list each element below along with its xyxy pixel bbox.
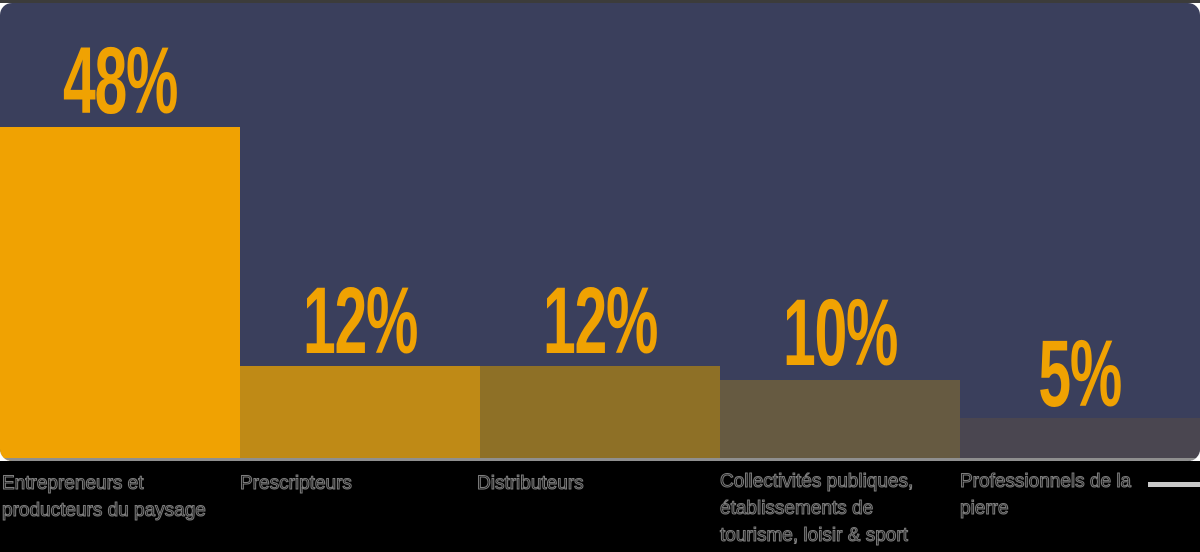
value-text: 12%	[542, 268, 658, 374]
category-line: établissements de	[720, 498, 874, 520]
highlight-artifact	[1148, 482, 1200, 487]
value-label-12-a: 12%	[240, 274, 480, 369]
bar-chart: 48% 12% 12% 10% 5%	[0, 3, 1200, 461]
value-text: 12%	[302, 268, 418, 374]
category-label-entrepreneurs: Entrepreneurs et producteurs du paysage	[2, 470, 240, 524]
bar-entrepreneurs	[0, 127, 240, 461]
category-label-professionnels: Professionnels de la pierre	[960, 468, 1198, 522]
value-label-12-b: 12%	[480, 274, 720, 369]
category-line: producteurs du paysage	[2, 500, 207, 522]
value-text: 10%	[782, 280, 898, 386]
value-label-48: 48%	[0, 34, 240, 129]
value-label-10: 10%	[720, 286, 960, 381]
value-text: 5%	[1038, 321, 1123, 427]
category-line: tourisme, loisir & sport	[720, 525, 909, 547]
bar-professionnels-pierre	[960, 418, 1200, 461]
value-label-5: 5%	[960, 327, 1200, 422]
category-line: Distributeurs	[477, 473, 585, 495]
category-label-prescripteurs: Prescripteurs	[240, 470, 478, 497]
bar-prescripteurs	[240, 366, 480, 461]
x-axis-baseline	[0, 458, 1200, 461]
value-text: 48%	[62, 28, 178, 134]
bar-collectivites	[720, 380, 960, 461]
top-edge-strip	[0, 0, 1200, 4]
category-line: Professionnels de la	[960, 471, 1132, 493]
category-line: pierre	[960, 498, 1010, 520]
category-line: Entrepreneurs et	[2, 473, 145, 495]
bar-distributeurs	[480, 366, 720, 461]
category-line: Prescripteurs	[240, 473, 353, 495]
category-line: Collectivités publiques,	[720, 471, 914, 493]
category-label-distributeurs: Distributeurs	[477, 470, 715, 497]
category-label-collectivites: Collectivités publiques, établissements …	[720, 468, 958, 549]
